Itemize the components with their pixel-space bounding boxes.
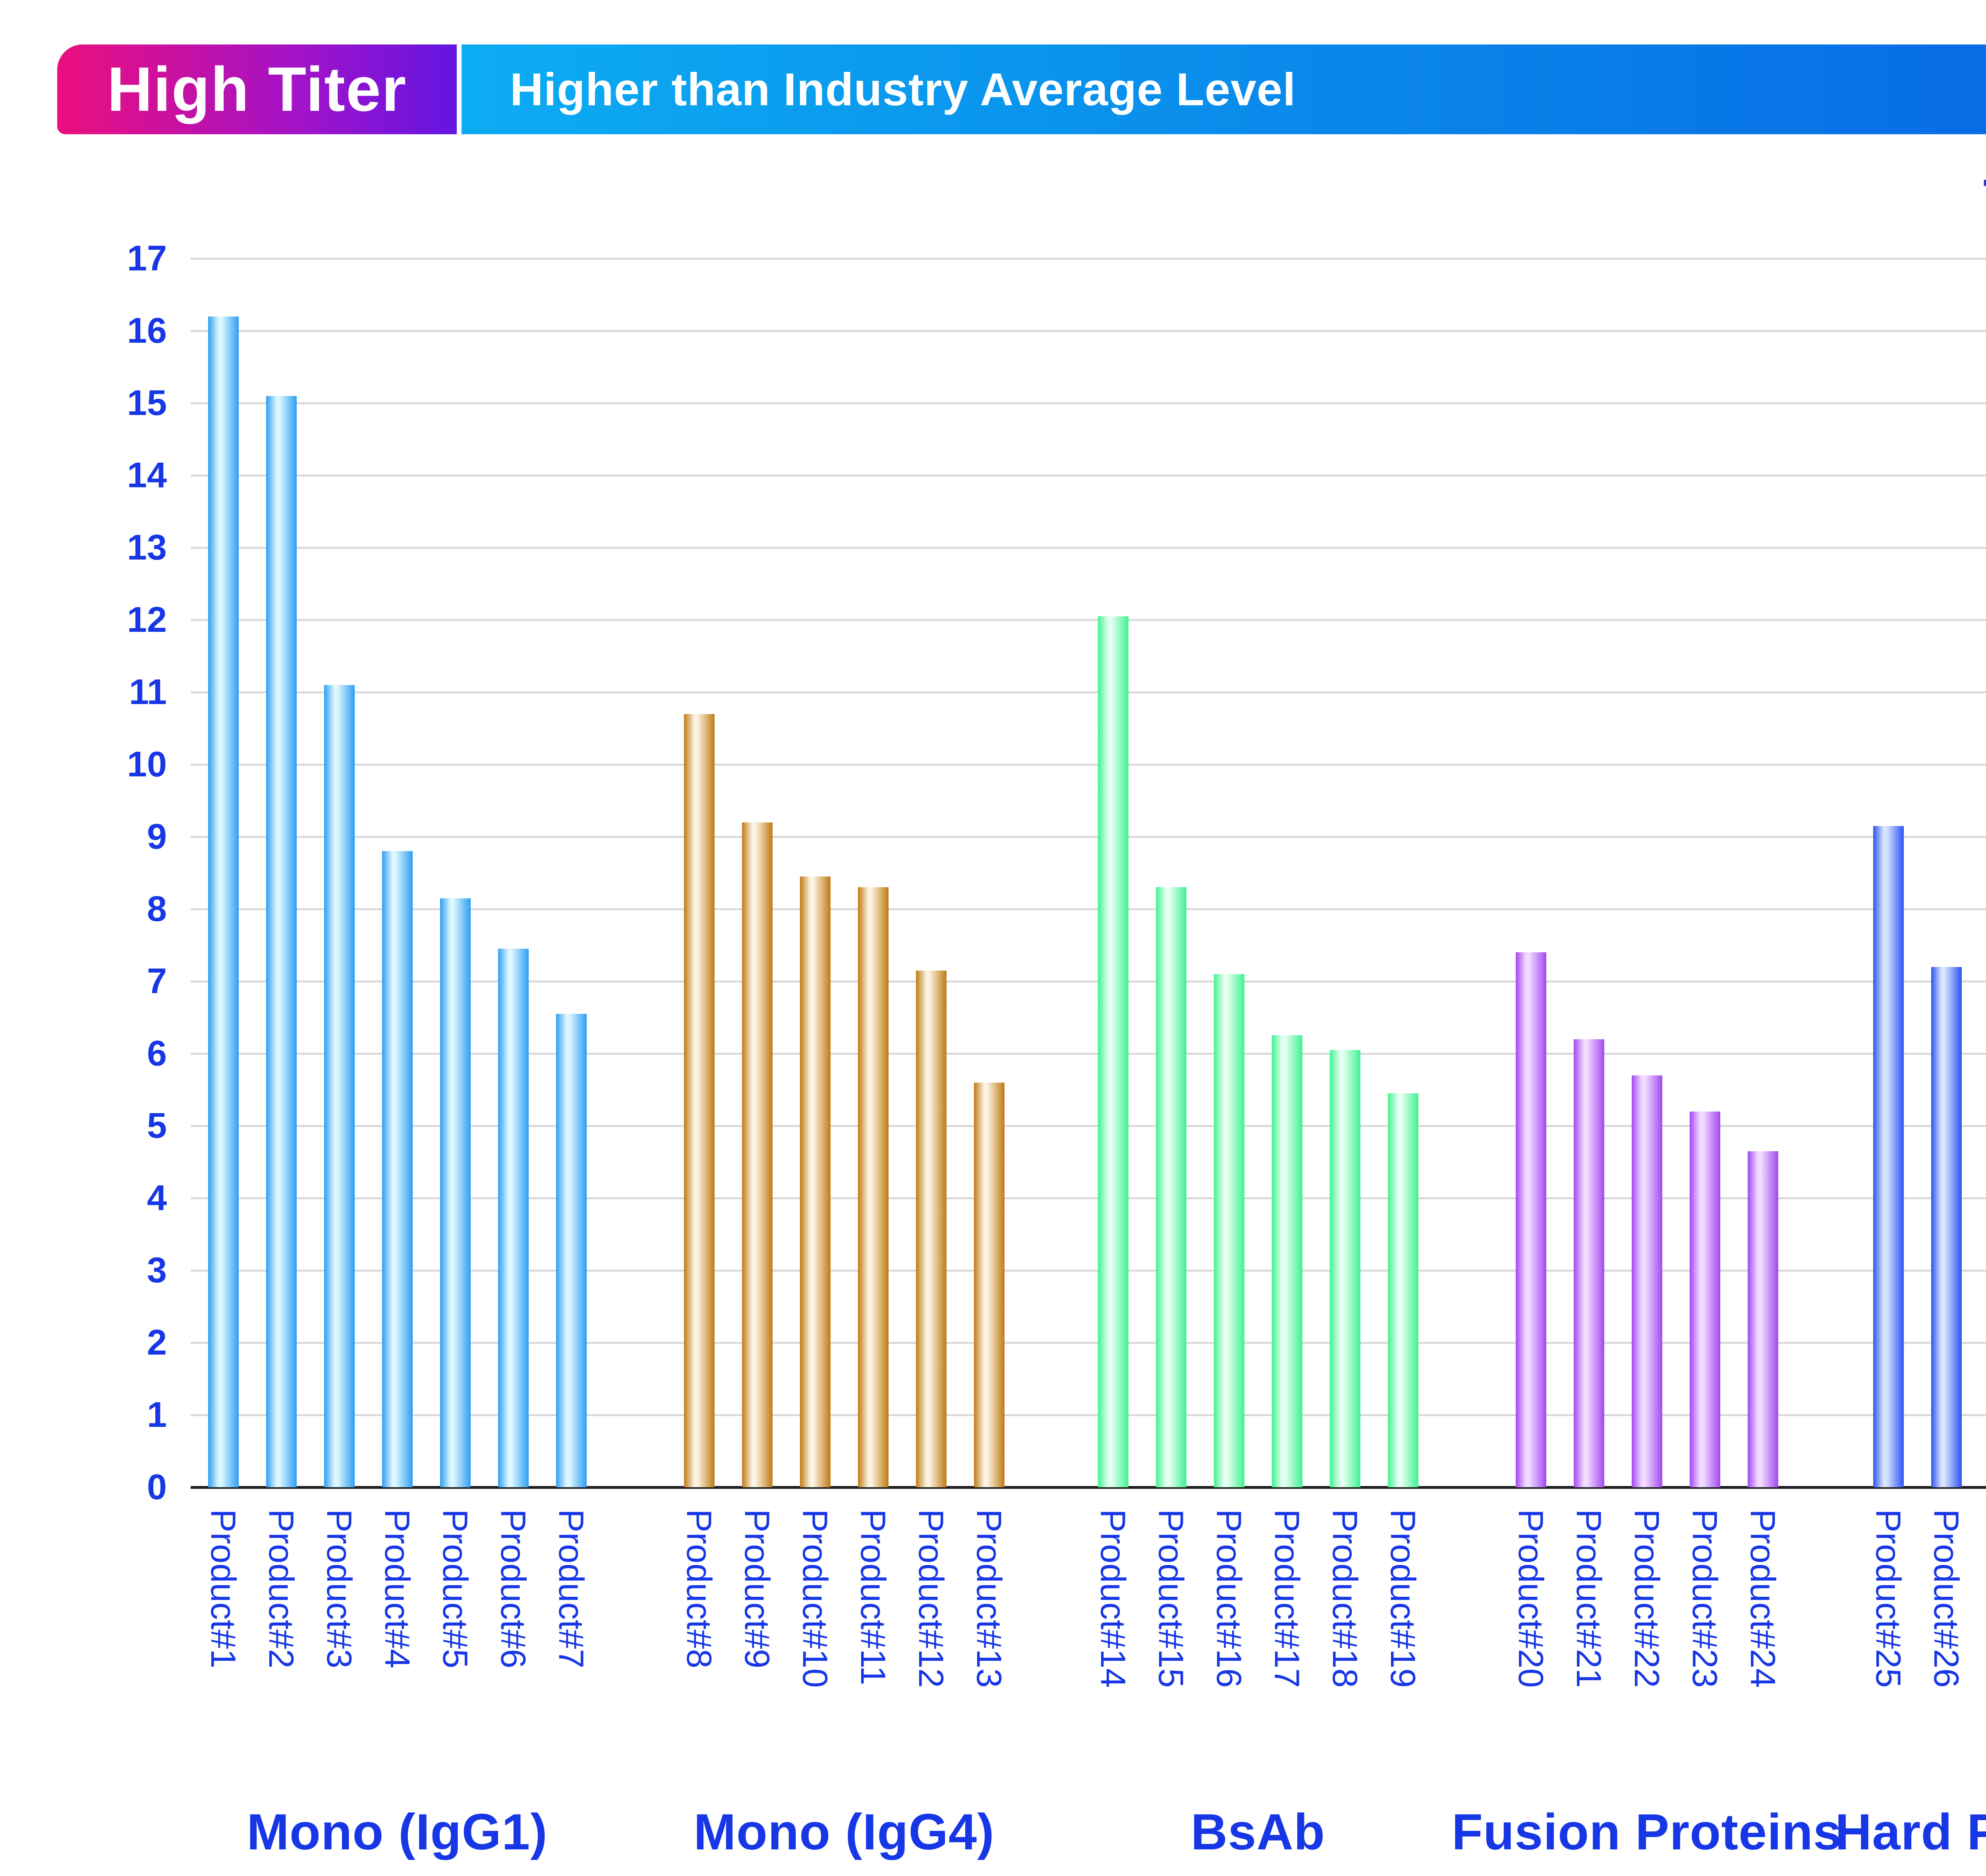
bar-product#10 — [800, 876, 831, 1487]
group-label-hard-proteins: Hard Proteins — [1835, 1804, 1986, 1861]
bar-product#7 — [556, 1014, 587, 1487]
group-label-fusion-proteins: Fusion Proteins — [1451, 1804, 1842, 1861]
bar-product#22 — [1631, 1075, 1662, 1487]
bar-product#8 — [684, 714, 715, 1487]
bar-product#5 — [440, 898, 471, 1487]
bar-product#11 — [858, 887, 889, 1487]
x-tick-label-product#26: Product#26 — [1927, 1509, 1966, 1688]
bar-product#6 — [498, 949, 529, 1487]
y-axis-title: Titer (g/L) — [1462, 167, 1986, 231]
x-tick-label-product#9: Product#9 — [738, 1509, 777, 1669]
bar-product#3 — [324, 685, 355, 1487]
x-tick-label-product#17: Product#17 — [1267, 1509, 1307, 1688]
gridline-11 — [191, 691, 1986, 693]
x-tick-label-product#15: Product#15 — [1151, 1509, 1191, 1688]
x-tick-label-product#10: Product#10 — [796, 1509, 835, 1688]
y-tick-label-12: 12 — [127, 600, 167, 640]
bar-product#23 — [1689, 1112, 1720, 1487]
x-tick-label-product#4: Product#4 — [378, 1509, 417, 1669]
x-tick-label-product#1: Product#1 — [204, 1509, 243, 1669]
bar-product#19 — [1387, 1093, 1418, 1487]
y-tick-label-3: 3 — [147, 1251, 167, 1290]
x-tick-label-product#24: Product#24 — [1743, 1509, 1783, 1688]
group-label-mono-igg4-: Mono (IgG4) — [694, 1804, 995, 1861]
y-tick-label-1: 1 — [147, 1395, 167, 1435]
bar-product#21 — [1573, 1039, 1604, 1487]
x-tick-label-product#18: Product#18 — [1325, 1509, 1365, 1688]
x-tick-label-product#21: Product#21 — [1569, 1509, 1609, 1688]
x-tick-label-product#6: Product#6 — [494, 1509, 533, 1669]
gridline-10 — [191, 764, 1986, 766]
y-tick-label-5: 5 — [147, 1106, 167, 1146]
x-tick-label-product#8: Product#8 — [680, 1509, 719, 1669]
y-tick-label-15: 15 — [127, 383, 167, 423]
bar-product#24 — [1747, 1151, 1778, 1487]
x-tick-label-product#13: Product#13 — [970, 1509, 1009, 1688]
bar-product#16 — [1213, 974, 1244, 1487]
high-titer-badge-label: High Titer — [107, 54, 407, 124]
gridline-13 — [191, 547, 1986, 549]
group-label-bsab: BsAb — [1190, 1804, 1325, 1861]
bar-product#9 — [742, 822, 773, 1487]
bar-product#14 — [1097, 616, 1128, 1487]
group-label-mono-igg1-: Mono (IgG1) — [247, 1804, 548, 1861]
x-tick-label-product#22: Product#22 — [1627, 1509, 1667, 1688]
x-tick-label-product#16: Product#16 — [1209, 1509, 1249, 1688]
gridline-8 — [191, 908, 1986, 910]
gridline-2 — [191, 1342, 1986, 1344]
bar-product#15 — [1155, 887, 1186, 1487]
header-banner: Higher than Industry Average Level — [462, 44, 1986, 134]
gridline-5 — [191, 1125, 1986, 1127]
gridline-7 — [191, 980, 1986, 982]
x-tick-label-product#19: Product#19 — [1383, 1509, 1423, 1688]
gridline-6 — [191, 1053, 1986, 1055]
y-tick-label-2: 2 — [147, 1323, 167, 1363]
gridline-9 — [191, 836, 1986, 838]
y-tick-label-4: 4 — [147, 1178, 167, 1218]
y-tick-label-0: 0 — [147, 1467, 167, 1507]
y-tick-label-7: 7 — [147, 961, 167, 1001]
gridline-14 — [191, 475, 1986, 477]
high-titer-badge: High Titer — [57, 44, 457, 134]
y-tick-label-11: 11 — [129, 672, 167, 712]
bar-product#4 — [382, 851, 413, 1487]
x-tick-label-product#7: Product#7 — [552, 1509, 591, 1669]
gridline-1 — [191, 1414, 1986, 1416]
y-tick-label-8: 8 — [147, 889, 167, 929]
gridline-12 — [191, 619, 1986, 621]
gridline-17 — [191, 258, 1986, 260]
x-tick-label-product#11: Product#11 — [854, 1509, 893, 1685]
bar-product#2 — [266, 396, 297, 1487]
bar-product#26 — [1931, 967, 1962, 1487]
gridline-4 — [191, 1197, 1986, 1199]
x-tick-label-product#3: Product#3 — [320, 1509, 359, 1669]
gridline-3 — [191, 1270, 1986, 1272]
x-tick-label-product#14: Product#14 — [1093, 1509, 1133, 1688]
x-axis-line — [191, 1486, 1986, 1489]
y-tick-label-17: 17 — [127, 239, 167, 278]
x-tick-label-product#20: Product#20 — [1511, 1509, 1551, 1688]
bar-product#17 — [1271, 1035, 1302, 1487]
header-banner-label: Higher than Industry Average Level — [510, 64, 1296, 115]
x-tick-label-product#2: Product#2 — [262, 1509, 301, 1669]
y-tick-label-16: 16 — [127, 311, 167, 351]
gridline-16 — [191, 330, 1986, 332]
y-tick-label-6: 6 — [147, 1034, 167, 1073]
x-tick-label-product#12: Product#12 — [912, 1509, 951, 1688]
bar-product#13 — [974, 1083, 1005, 1487]
x-tick-label-product#5: Product#5 — [436, 1509, 475, 1669]
bar-product#1 — [208, 317, 239, 1487]
gridline-15 — [191, 402, 1986, 404]
x-tick-label-product#25: Product#25 — [1869, 1509, 1908, 1688]
bar-product#12 — [916, 971, 947, 1487]
y-tick-label-13: 13 — [127, 528, 167, 567]
y-tick-label-14: 14 — [127, 455, 167, 495]
bar-product#18 — [1329, 1050, 1360, 1487]
y-tick-label-9: 9 — [147, 817, 167, 857]
bar-product#25 — [1873, 826, 1904, 1487]
bar-product#20 — [1515, 952, 1546, 1487]
y-tick-label-10: 10 — [127, 745, 167, 784]
x-tick-label-product#23: Product#23 — [1685, 1509, 1725, 1688]
